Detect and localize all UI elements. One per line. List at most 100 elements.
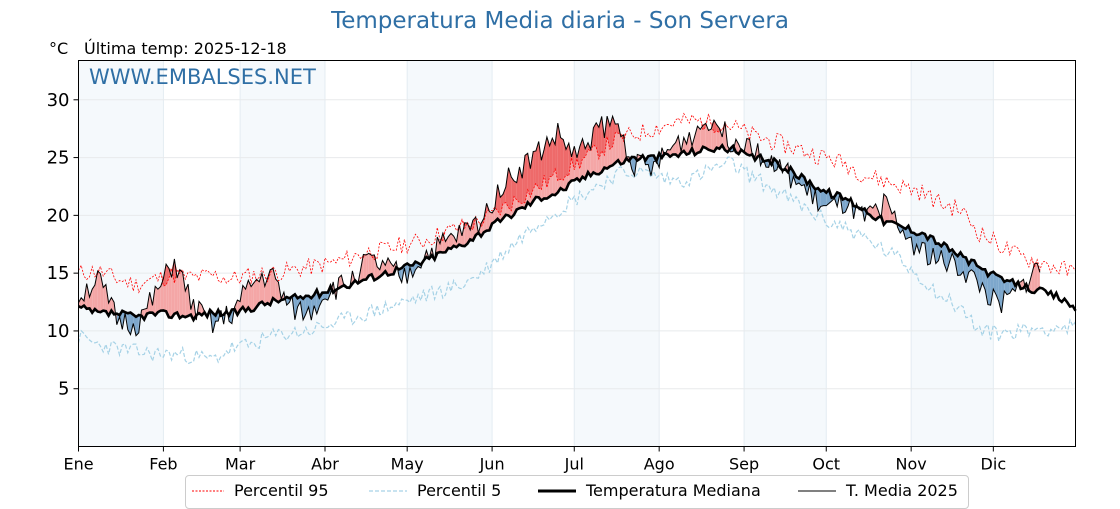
anomaly-fill-cold bbox=[842, 198, 846, 214]
y-tick-label: 25 bbox=[47, 148, 70, 169]
anomaly-fill-cold bbox=[960, 252, 964, 276]
anomaly-fill-warm bbox=[256, 279, 260, 308]
extreme-warm-fill bbox=[563, 139, 567, 181]
anomaly-fill-warm bbox=[100, 273, 104, 313]
anomaly-fill-warm bbox=[697, 126, 701, 153]
anomaly-fill-cold bbox=[311, 294, 315, 321]
anomaly-fill-warm bbox=[464, 222, 468, 247]
anomaly-fill-cold bbox=[322, 292, 326, 301]
extreme-warm-fill bbox=[1031, 257, 1035, 268]
anomaly-fill-cold bbox=[957, 252, 961, 276]
anomaly-fill-warm bbox=[360, 254, 364, 282]
extreme-warm-fill bbox=[560, 137, 564, 181]
anomaly-fill-cold bbox=[979, 267, 983, 292]
anomaly-fill-warm bbox=[459, 225, 462, 246]
anomaly-fill-warm bbox=[700, 125, 703, 152]
anomaly-fill-warm bbox=[620, 134, 624, 165]
anomaly-fill-warm bbox=[366, 253, 369, 280]
anomaly-fill-cold bbox=[818, 188, 821, 211]
extreme-warm-fill bbox=[722, 121, 725, 130]
extreme-warm-fill bbox=[503, 187, 506, 204]
anomaly-fill-cold bbox=[971, 259, 975, 273]
anomaly-fill-warm bbox=[686, 132, 690, 155]
anomaly-fill-cold bbox=[305, 295, 309, 315]
anomaly-fill-warm bbox=[251, 282, 254, 312]
extreme-warm-fill bbox=[464, 222, 468, 229]
anomaly-fill-cold bbox=[648, 155, 651, 176]
x-tick-label: Nov bbox=[896, 455, 927, 474]
extreme-warm-fill bbox=[94, 270, 98, 277]
legend-label-p5: Percentil 5 bbox=[417, 481, 502, 500]
anomaly-fill-warm bbox=[157, 286, 161, 313]
legend-item-median: Temperatura Mediana bbox=[538, 481, 761, 500]
series-line-percentil-5 bbox=[77, 156, 1077, 365]
anomaly-fill-warm bbox=[253, 279, 257, 311]
extreme-warm-fill bbox=[593, 122, 597, 148]
extreme-warm-fill bbox=[598, 116, 602, 159]
y-tick-label: 20 bbox=[47, 205, 70, 226]
anomaly-fill-cold bbox=[987, 272, 991, 306]
anomaly-fill-warm bbox=[94, 270, 98, 312]
extreme-warm-fill bbox=[538, 141, 542, 190]
anomaly-fill-warm bbox=[185, 284, 189, 318]
anomaly-fill-warm bbox=[363, 254, 367, 280]
anomaly-fill-cold bbox=[916, 234, 920, 253]
extreme-warm-fill bbox=[577, 146, 580, 169]
anomaly-fill-warm bbox=[453, 236, 457, 248]
x-tick-label: Feb bbox=[149, 455, 177, 474]
anomaly-fill-cold bbox=[930, 235, 934, 264]
x-tick-label: Dic bbox=[981, 455, 1007, 474]
x-tick-label: Jul bbox=[564, 455, 584, 474]
anomaly-fill-warm bbox=[97, 270, 101, 313]
extreme-warm-fill bbox=[612, 116, 616, 147]
last-update-label: Última temp: 2025-12-18 bbox=[84, 39, 287, 58]
extreme-warm-fill bbox=[749, 126, 753, 140]
extreme-warm-fill bbox=[442, 230, 446, 241]
anomaly-fill-warm bbox=[722, 121, 725, 150]
x-tick-label: Ene bbox=[63, 455, 93, 474]
anomaly-fill-cold bbox=[127, 312, 131, 335]
extreme-warm-fill bbox=[459, 219, 462, 230]
extreme-warm-fill bbox=[544, 136, 547, 188]
x-tick-label: Abr bbox=[311, 455, 339, 474]
anomaly-fill-warm bbox=[177, 269, 180, 319]
extreme-warm-fill bbox=[1034, 259, 1038, 268]
month-band bbox=[240, 60, 326, 447]
anomaly-fill-warm bbox=[103, 284, 106, 312]
legend-label-p95: Percentil 95 bbox=[234, 481, 329, 500]
anomaly-fill-warm bbox=[78, 297, 82, 308]
x-tick-label: Sep bbox=[729, 455, 759, 474]
anomaly-fill-cold bbox=[963, 256, 966, 283]
anomaly-fill-warm bbox=[891, 211, 895, 223]
legend-item-2025: T. Media 2025 bbox=[798, 481, 958, 500]
month-band bbox=[744, 60, 827, 447]
extreme-warm-fill bbox=[530, 151, 534, 198]
legend-swatch-median bbox=[538, 489, 576, 492]
anomaly-fill-warm bbox=[248, 280, 252, 312]
y-axis-unit-label: °C bbox=[49, 39, 69, 58]
extreme-warm-fill bbox=[508, 167, 512, 211]
anomaly-fill-cold bbox=[398, 268, 402, 283]
legend-item-p95: Percentil 95 bbox=[192, 481, 329, 500]
anomaly-fill-warm bbox=[1037, 263, 1040, 290]
extreme-warm-fill bbox=[705, 113, 709, 127]
anomaly-fill-warm bbox=[708, 129, 712, 151]
extreme-warm-fill bbox=[527, 153, 531, 198]
month-band bbox=[407, 60, 493, 447]
extreme-warm-fill bbox=[511, 177, 515, 211]
extreme-warm-fill bbox=[568, 143, 572, 176]
extreme-warm-fill bbox=[716, 124, 720, 133]
anomaly-fill-warm bbox=[275, 279, 279, 303]
extreme-warm-fill bbox=[615, 123, 619, 134]
x-tick-label: Mar bbox=[225, 455, 256, 474]
anomaly-fill-cold bbox=[130, 312, 134, 335]
y-tick-label: 5 bbox=[58, 379, 69, 400]
anomaly-fill-warm bbox=[182, 272, 186, 318]
anomaly-fill-warm bbox=[92, 285, 95, 313]
anomaly-fill-warm bbox=[338, 275, 342, 289]
month-band bbox=[78, 60, 164, 447]
legend-swatch-p5 bbox=[369, 489, 407, 492]
anomaly-fill-cold bbox=[823, 190, 827, 206]
extreme-warm-fill bbox=[557, 123, 561, 181]
